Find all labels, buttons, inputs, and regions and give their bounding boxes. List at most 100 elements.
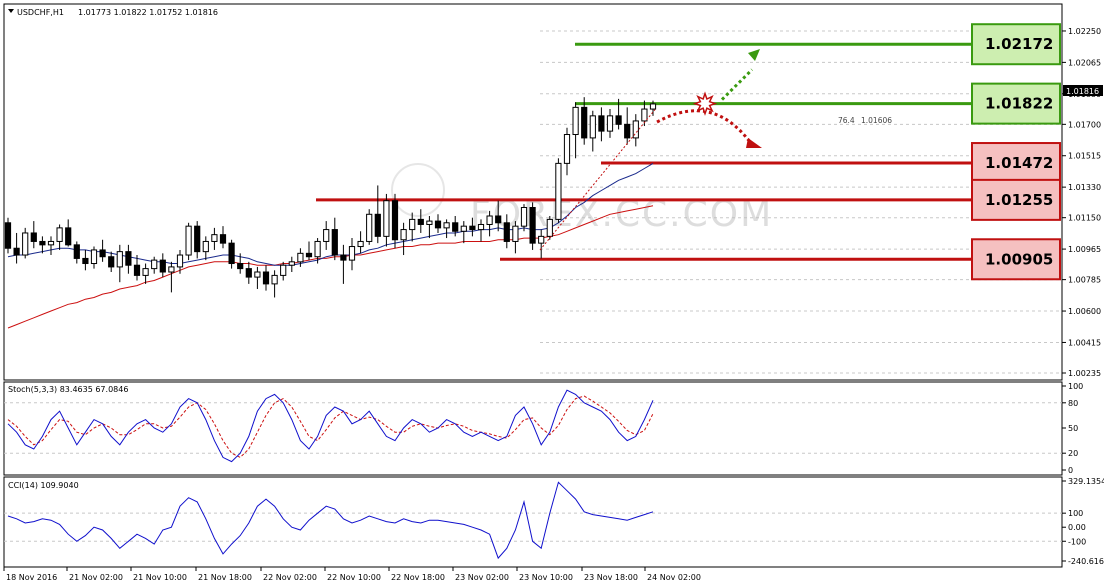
candles-layer	[4, 97, 657, 298]
candle-body	[82, 257, 89, 265]
level-boxes: 1.02172 1.01822 1.01472 1.01255 1.00905	[971, 23, 1061, 281]
candle-body	[452, 222, 459, 232]
candle-body	[615, 115, 622, 125]
candle-body	[589, 115, 596, 139]
candle-body	[477, 223, 485, 231]
candle-body	[529, 207, 536, 244]
level-box-label: 1.01472	[985, 154, 1053, 172]
cci-axis: 329.1354 100 0.00 -100 -240.616	[1062, 477, 1104, 566]
cci-pane-frame	[3, 476, 1063, 568]
ma-fast-line	[7, 162, 654, 266]
candle-body	[538, 235, 545, 244]
candle-body	[13, 247, 20, 256]
current-price-box	[1063, 85, 1103, 96]
candle-body	[168, 266, 175, 273]
cci-tick-label: -100	[1068, 537, 1086, 546]
candle	[477, 219, 485, 242]
candle-body	[108, 256, 115, 268]
price-tick-label: 1.01330	[1068, 183, 1101, 192]
candle	[194, 221, 201, 259]
level-box-label: 1.01822	[985, 95, 1053, 113]
candle	[503, 214, 510, 249]
candle-body	[280, 264, 287, 276]
stoch-lines	[7, 389, 654, 463]
stoch-tick-label: 50	[1068, 424, 1078, 433]
stoch-tick-label: 0	[1068, 466, 1073, 475]
candle	[331, 217, 338, 261]
candle	[555, 158, 562, 223]
level-box-fill	[971, 238, 1061, 281]
level-lines	[316, 42, 972, 261]
candle-body	[237, 263, 244, 270]
candle	[288, 256, 295, 273]
price-tick-label: 1.02250	[1068, 27, 1101, 36]
bullish-arrow-line	[720, 68, 754, 101]
candle-body	[486, 215, 493, 225]
candle	[572, 102, 579, 159]
candle-body	[56, 227, 63, 242]
cci-tick-label: 100	[1068, 509, 1083, 518]
candle	[649, 100, 657, 116]
candle	[4, 217, 12, 254]
candle-body	[219, 234, 227, 244]
price-tick-label: 1.01700	[1068, 120, 1101, 129]
candle-body	[133, 264, 141, 276]
candle	[73, 241, 80, 264]
candle-body	[151, 259, 158, 270]
candle-body	[90, 249, 98, 265]
candle	[546, 215, 553, 240]
candle	[495, 200, 502, 232]
time-tick-label: 18 Nov 2016	[6, 573, 57, 582]
stoch-axis: 100 80 50 20 0	[1062, 382, 1083, 475]
time-tick-label: 23 Nov 02:00	[455, 573, 509, 582]
candle	[529, 202, 536, 250]
collapse-arrow-icon[interactable]	[8, 9, 14, 13]
candle-body	[297, 252, 304, 263]
candle	[245, 261, 252, 284]
candle	[340, 244, 347, 284]
candle-body	[598, 115, 605, 132]
candle	[168, 261, 175, 293]
candle-body	[194, 225, 201, 253]
candle	[409, 212, 416, 242]
stoch-title: Stoch(5,3,3) 83.4635 67.0846	[8, 385, 128, 394]
candle-body	[581, 106, 588, 139]
time-tick-label: 23 Nov 18:00	[584, 573, 638, 582]
candle-body	[649, 103, 657, 110]
candle	[563, 127, 571, 176]
candle	[512, 221, 519, 254]
price-tick-label: 1.02065	[1068, 58, 1101, 67]
candle	[151, 256, 158, 274]
bullish-arrowhead-icon	[748, 49, 760, 61]
ma-slow-line	[7, 205, 654, 329]
candle-body	[434, 220, 442, 229]
candle	[280, 261, 287, 281]
level-box-label: 1.00905	[985, 250, 1053, 268]
candle-body	[520, 207, 528, 227]
candle-body	[202, 240, 209, 253]
candle	[99, 239, 106, 262]
candle	[125, 244, 132, 274]
candle	[615, 98, 622, 130]
candle-body	[185, 225, 192, 256]
candle-body	[512, 225, 519, 242]
time-axis: 18 Nov 2016 21 Nov 02:00 21 Nov 10:00 21 No…	[3, 567, 701, 582]
candle-body	[366, 213, 373, 242]
level-box-label: 1.01255	[985, 191, 1053, 209]
candle-body	[400, 229, 407, 241]
level-box-fill	[971, 178, 1061, 221]
candle-body	[305, 252, 313, 258]
candle	[581, 97, 588, 145]
stoch-tick-label: 80	[1068, 399, 1078, 408]
price-tick-label: 1.00415	[1068, 338, 1101, 347]
candle-body	[469, 225, 476, 231]
bearish-arrowhead-icon	[746, 138, 762, 148]
candle	[90, 246, 98, 269]
candle	[606, 109, 614, 138]
breakout-burst-icon	[692, 91, 718, 116]
candle-body	[314, 240, 321, 258]
candle-body	[572, 106, 579, 136]
candle	[185, 222, 192, 261]
candle-body	[211, 234, 218, 242]
cci-tick-label: 0.00	[1068, 523, 1086, 532]
